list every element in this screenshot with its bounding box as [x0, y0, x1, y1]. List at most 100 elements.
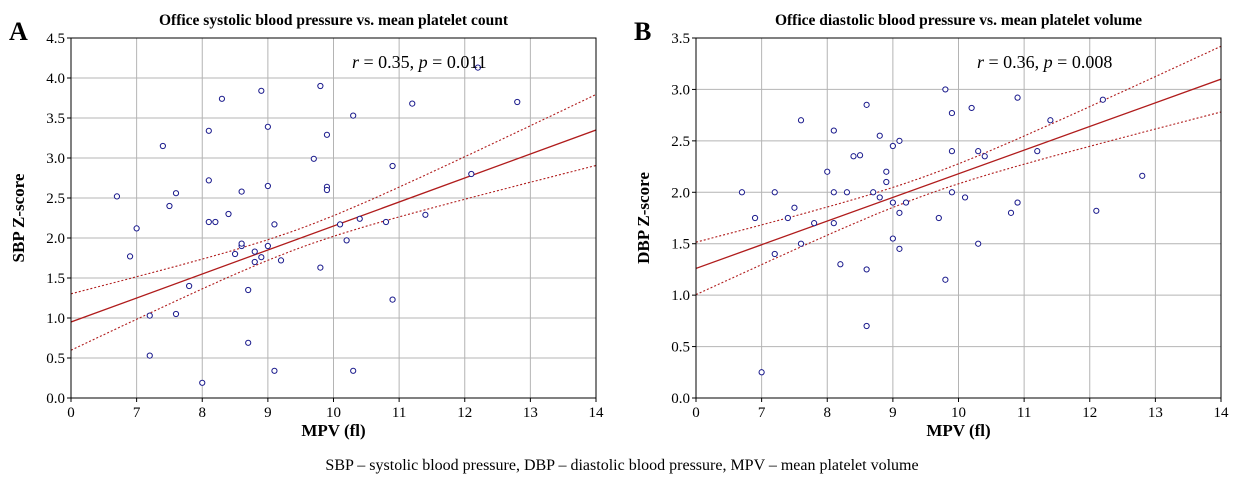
data-point	[251, 248, 258, 255]
stats-annotation: r = 0.35, p = 0.011	[352, 52, 487, 72]
data-point	[356, 215, 363, 222]
y-tick-label: 4.0	[46, 71, 65, 87]
data-point	[238, 240, 245, 247]
data-point	[323, 186, 331, 194]
data-point	[902, 199, 910, 206]
x-axis-label: MPV (fl)	[301, 421, 365, 440]
data-point	[323, 131, 331, 138]
data-point	[468, 170, 475, 178]
data-point	[205, 218, 212, 226]
data-point	[850, 153, 857, 160]
data-point	[350, 367, 357, 374]
data-point	[199, 379, 206, 386]
x-tick-label: 12	[457, 405, 472, 421]
data-point	[1014, 199, 1021, 206]
data-point	[264, 182, 271, 190]
data-point	[784, 214, 791, 222]
data-point	[889, 199, 896, 206]
data-point	[1093, 207, 1100, 214]
y-tick-label: 3.0	[46, 151, 65, 167]
data-point	[271, 221, 278, 228]
x-tick-label: 0	[692, 405, 700, 421]
data-point	[514, 98, 521, 106]
data-point	[863, 101, 870, 108]
stats-symbol: r	[352, 52, 360, 72]
data-point	[883, 178, 890, 186]
panel-b: 0 7 8 9 10 11 12 13 14 0.0 0.5 1.0 1.5 2.0 2.5 3.0 3.5 Of…	[634, 12, 1229, 440]
data-point	[948, 189, 956, 196]
data-point	[212, 218, 219, 226]
data-point	[948, 148, 956, 155]
data-point	[258, 254, 265, 261]
confidence-band-lower	[71, 164, 596, 351]
data-point	[146, 312, 153, 319]
data-point	[896, 245, 903, 252]
stats-value: = 0.35,	[359, 52, 419, 72]
data-point	[830, 220, 837, 227]
y-tick-label: 0.0	[46, 391, 65, 407]
stats-symbol: r	[977, 52, 985, 72]
data-point	[350, 112, 357, 119]
data-point	[1139, 172, 1146, 179]
data-point	[797, 117, 805, 124]
data-point	[409, 100, 416, 107]
data-point	[791, 204, 798, 211]
data-point	[382, 218, 390, 226]
x-tick-label: 7	[133, 405, 141, 421]
y-tick-label: 2.5	[46, 191, 65, 207]
data-point	[113, 193, 121, 200]
data-point	[856, 152, 864, 159]
data-point	[251, 258, 258, 266]
data-point	[883, 168, 890, 175]
y-tick-label: 0.5	[671, 340, 690, 356]
data-point	[172, 190, 180, 197]
data-point	[389, 296, 396, 303]
data-point	[896, 209, 903, 216]
confidence-band-upper	[696, 45, 1221, 243]
data-point	[317, 82, 324, 90]
x-tick-label: 11	[1017, 405, 1031, 421]
y-axis-label: DBP Z-score	[634, 172, 653, 264]
data-point	[264, 123, 271, 130]
data-point	[225, 210, 232, 218]
x-tick-label: 8	[199, 405, 207, 421]
data-point	[1099, 96, 1106, 103]
y-tick-label: 3.5	[671, 31, 690, 47]
y-tick-label: 1.0	[46, 311, 65, 327]
y-tick-label: 3.5	[46, 111, 65, 127]
data-point	[126, 253, 134, 260]
data-point	[824, 168, 831, 175]
x-tick-label: 11	[392, 405, 406, 421]
data-point	[771, 250, 778, 258]
panel-letter: B	[634, 17, 651, 46]
data-point	[1007, 209, 1015, 216]
stats-symbol: p	[1042, 52, 1053, 72]
data-point	[258, 87, 265, 94]
x-tick-label: 13	[523, 405, 538, 421]
data-point	[146, 352, 153, 359]
data-point	[843, 189, 851, 196]
x-tick-label: 12	[1082, 405, 1097, 421]
data-point	[797, 240, 805, 247]
y-tick-label: 1.0	[671, 288, 690, 304]
data-point	[245, 286, 252, 294]
data-point	[942, 86, 949, 93]
data-point	[271, 367, 278, 374]
data-point	[133, 225, 140, 232]
chart-title: Office diastolic blood pressure vs. mean…	[775, 12, 1142, 29]
y-tick-label: 1.5	[671, 237, 690, 253]
y-tick-label: 2.0	[671, 185, 690, 201]
data-point	[264, 242, 271, 250]
data-point	[863, 266, 870, 273]
x-tick-label: 9	[264, 405, 272, 421]
confidence-band-lower	[696, 111, 1221, 296]
data-point	[317, 264, 324, 271]
x-tick-label: 10	[951, 405, 966, 421]
data-point	[811, 220, 818, 227]
data-point	[889, 142, 896, 150]
stats-symbol: p	[417, 52, 428, 72]
data-point	[876, 132, 883, 139]
regression-line	[696, 78, 1221, 270]
y-tick-label: 2.5	[671, 134, 690, 150]
panel-letter: A	[9, 17, 28, 46]
